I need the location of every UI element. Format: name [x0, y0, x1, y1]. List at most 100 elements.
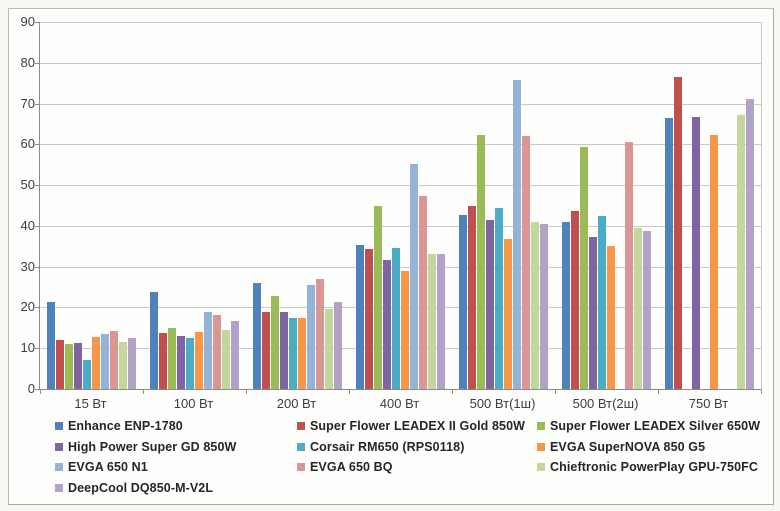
- bar: [531, 221, 539, 389]
- bar: [289, 318, 297, 389]
- legend-item: High Power Super GD 850W: [55, 440, 297, 454]
- y-tick: [35, 307, 40, 309]
- bar: [607, 246, 615, 389]
- bar: [365, 248, 373, 389]
- bar: [459, 214, 467, 389]
- y-tick: [35, 225, 40, 227]
- legend-marker-icon: [537, 442, 545, 451]
- legend-item: EVGA SuperNOVA 850 G5: [537, 440, 760, 454]
- bar-groups: [40, 22, 761, 389]
- bar: [47, 302, 55, 389]
- bar: [280, 311, 288, 389]
- bar: [419, 196, 427, 389]
- gridline-70: [40, 103, 761, 105]
- legend-marker-icon: [537, 422, 545, 431]
- bar: [468, 205, 476, 389]
- bar: [65, 344, 73, 389]
- legend-marker-icon: [537, 463, 545, 472]
- bar: [746, 98, 754, 389]
- legend-label: EVGA 650 N1: [68, 460, 148, 475]
- x-axis-label: 200 Вт: [276, 396, 317, 411]
- x-axis-label: 500 Вт(1ш): [469, 396, 536, 411]
- bar: [428, 254, 436, 389]
- legend-label: Enhance ENP-1780: [68, 419, 183, 434]
- legend-marker-icon: [297, 422, 305, 431]
- bar-group-100 Вт: [143, 22, 246, 389]
- legend-item: Corsair RM650 (RPS0118): [297, 440, 537, 454]
- bar: [589, 237, 597, 389]
- y-tick: [35, 62, 40, 64]
- bar: [334, 301, 342, 389]
- bar: [74, 343, 82, 389]
- x-tick: [452, 390, 453, 394]
- legend-marker-icon: [297, 463, 305, 472]
- legend-marker-icon: [55, 483, 63, 492]
- bar: [410, 163, 418, 389]
- bar: [271, 296, 279, 389]
- bar: [625, 142, 633, 389]
- y-tick: [35, 22, 40, 23]
- legend-item: Super Flower LEADEX Silver 650W: [537, 419, 760, 433]
- bar: [665, 117, 673, 389]
- legend-marker-icon: [55, 463, 63, 472]
- bar-group-200 Вт: [246, 22, 349, 389]
- bar: [401, 271, 409, 389]
- bar: [486, 219, 494, 389]
- gridline-50: [40, 185, 761, 187]
- legend-item: DeepCool DQ850-M-V2L: [55, 481, 297, 495]
- gridline-80: [40, 62, 761, 64]
- y-axis-label: 50: [20, 177, 35, 193]
- y-axis-label: 10: [20, 340, 35, 356]
- bar: [83, 360, 91, 389]
- bar: [92, 337, 100, 389]
- bar: [231, 321, 239, 389]
- bar: [186, 338, 194, 389]
- bar: [513, 80, 521, 389]
- bar: [692, 117, 700, 389]
- bar: [710, 134, 718, 389]
- bar-group-500 Вт(2ш): [555, 22, 658, 389]
- bar: [437, 254, 445, 389]
- legend-item: Enhance ENP-1780: [55, 419, 297, 433]
- y-axis-label: 20: [20, 299, 35, 315]
- y-axis-label: 80: [20, 54, 35, 70]
- y-axis-label: 70: [20, 95, 35, 111]
- bar: [298, 317, 306, 389]
- x-axis-label: 400 Вт: [379, 396, 420, 411]
- bar-group-750 Вт: [658, 22, 761, 389]
- bar: [101, 334, 109, 389]
- x-tick: [555, 390, 556, 394]
- bar: [150, 291, 158, 389]
- chart-frame: 0 10 20 30 40 50 60 70 80 90 15 Вт 100 Вт 200 Вт 400…: [8, 8, 774, 505]
- y-tick: [35, 389, 40, 390]
- legend-item: EVGA 650 N1: [55, 460, 297, 474]
- x-tick: [349, 390, 350, 394]
- legend: Enhance ENP-1780 Super Flower LEADEX II G…: [55, 416, 760, 498]
- legend-label: EVGA 650 BQ: [310, 460, 393, 475]
- bar: [356, 245, 364, 389]
- bar: [213, 314, 221, 389]
- bar: [571, 210, 579, 389]
- x-axis-label: 750 Вт: [688, 396, 729, 411]
- bar: [383, 259, 391, 389]
- legend-label: EVGA SuperNOVA 850 G5: [550, 439, 706, 454]
- bar: [392, 248, 400, 389]
- bar: [110, 331, 118, 389]
- x-tick: [246, 390, 247, 394]
- bar: [325, 308, 333, 389]
- bar: [674, 76, 682, 389]
- bar: [737, 114, 745, 389]
- legend-label: DeepCool DQ850-M-V2L: [68, 480, 214, 495]
- legend-label: Super Flower LEADEX Silver 650W: [550, 419, 761, 434]
- legend-item: Chieftronic PowerPlay GPU-750FC: [537, 460, 760, 474]
- bar: [643, 231, 651, 389]
- y-tick: [35, 266, 40, 268]
- gridline-30: [40, 266, 761, 268]
- bar: [204, 311, 212, 389]
- legend-marker-icon: [55, 442, 63, 451]
- legend-item: Super Flower LEADEX II Gold 850W: [297, 419, 537, 433]
- y-axis-label: 0: [27, 381, 35, 396]
- y-tick: [35, 144, 40, 146]
- gridline-60: [40, 144, 761, 146]
- y-tick: [35, 185, 40, 187]
